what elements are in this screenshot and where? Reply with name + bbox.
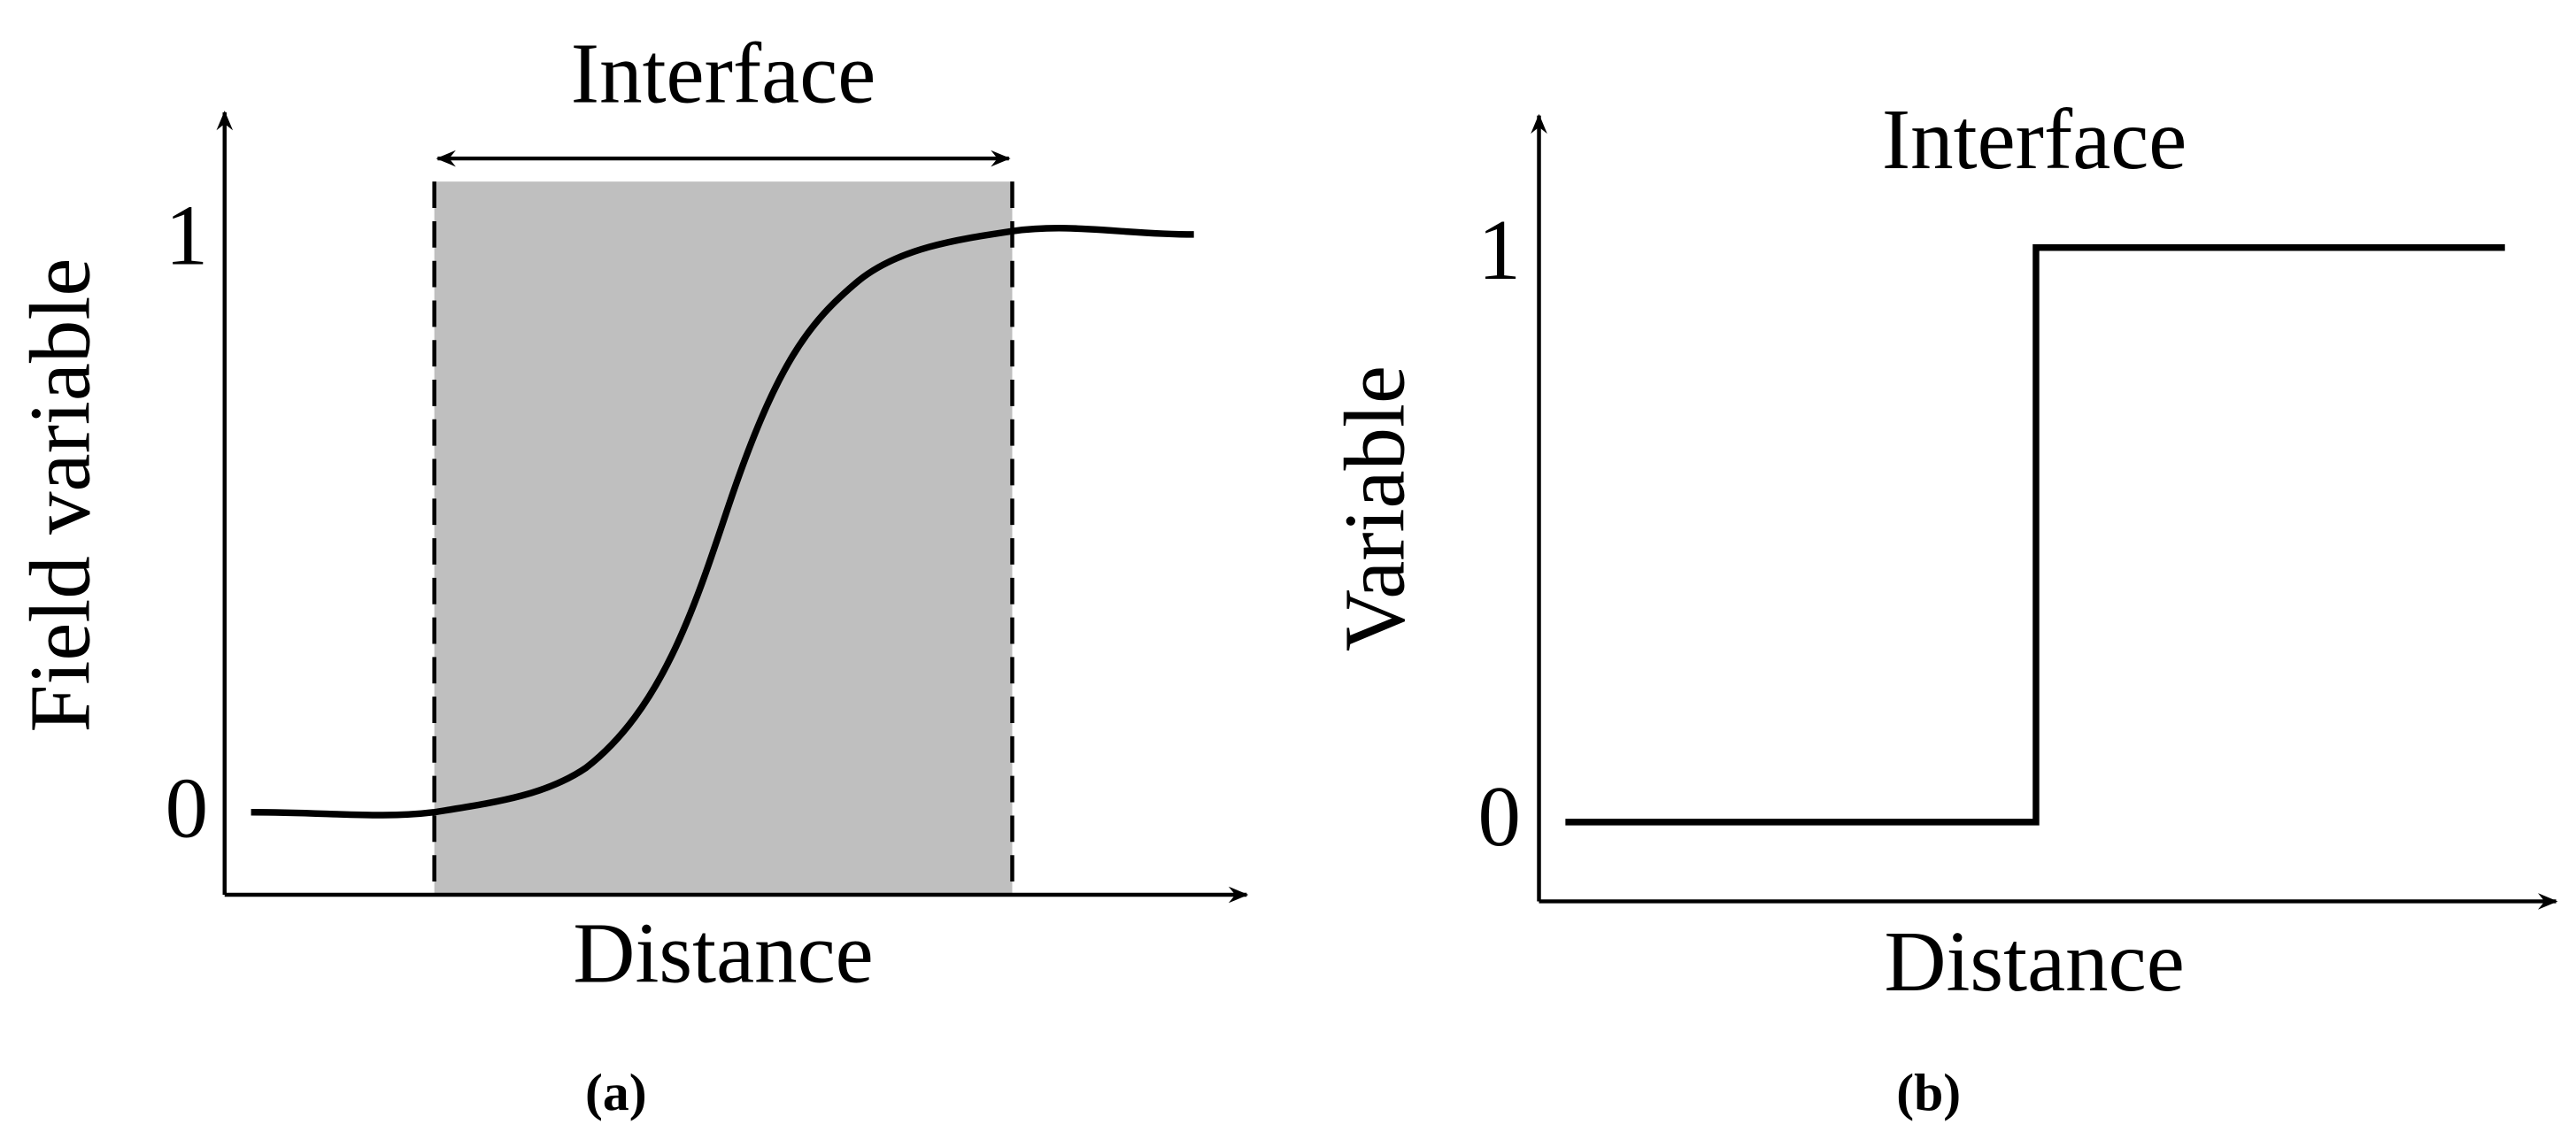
panel-title: Interface — [1882, 92, 2187, 187]
caption: (b) — [1896, 1063, 1961, 1121]
interface-region — [434, 181, 1013, 895]
step-profile — [1565, 244, 2505, 826]
y-top-label: 1 — [166, 188, 209, 282]
y-bottom-label: 0 — [1478, 769, 1522, 864]
panel-b: Interface 1 0 Variable Distance (b) — [1327, 92, 2558, 1121]
y-axis-label: Field variable — [13, 258, 108, 733]
panel-title: Interface — [571, 27, 876, 121]
x-axis-label: Distance — [573, 906, 873, 1001]
panel-a: Interface 1 0 Field variable Distance (a… — [13, 27, 1249, 1121]
y-bottom-label: 0 — [166, 761, 209, 856]
y-axis-label: Variable — [1327, 366, 1422, 651]
smooth-profile — [251, 225, 1194, 819]
caption: (a) — [585, 1063, 647, 1121]
y-top-label: 1 — [1478, 203, 1522, 297]
x-axis-label: Distance — [1884, 914, 2184, 1009]
